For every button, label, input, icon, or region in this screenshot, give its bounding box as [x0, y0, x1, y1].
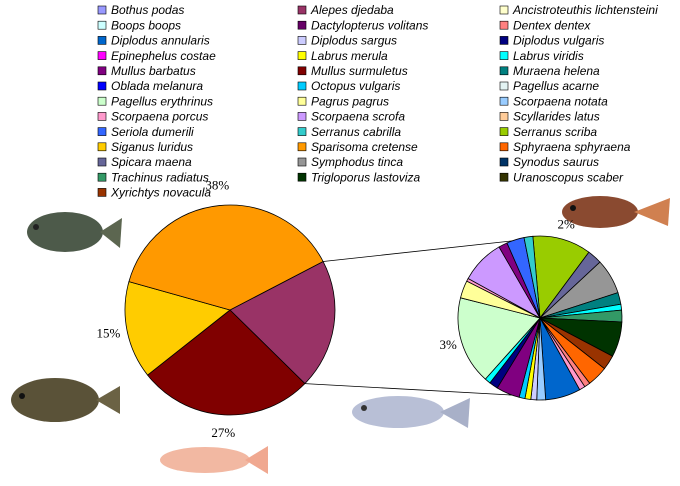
legend-label: Scyllarides latus [513, 110, 600, 124]
legend-swatch [297, 81, 307, 91]
legend-swatch [97, 96, 107, 106]
legend-swatch [297, 127, 307, 136]
fish-red-mullet [160, 446, 268, 474]
legend-swatch [297, 36, 307, 45]
legend-label: Scorpaena notata [513, 94, 608, 108]
fish-rabbitfish [11, 378, 120, 422]
legend-swatch [499, 36, 509, 45]
legend-label: Boops boops [111, 18, 181, 32]
legend-label: Bothus podas [111, 3, 184, 17]
legend-label: Epinephelus costae [111, 49, 216, 63]
legend-swatch [499, 5, 509, 15]
legend-label: Diplodus annularis [111, 34, 210, 48]
legend-swatch [97, 112, 107, 121]
legend-swatch [97, 188, 107, 197]
legend-swatch [297, 172, 307, 182]
legend-swatch [499, 157, 509, 167]
legend-swatch [97, 20, 107, 30]
legend-label: Serranus scriba [513, 125, 597, 139]
pie-slice [457, 297, 541, 380]
legend-label: Octopus vulgaris [311, 79, 400, 93]
legend-label: Mullus surmuletus [311, 64, 408, 78]
legend-swatch [97, 51, 107, 60]
legend-swatch [499, 20, 509, 30]
legend-label: Spicara maena [111, 155, 192, 169]
pie-slice [128, 204, 324, 311]
slice-label: 38% [205, 178, 229, 193]
pie-slice [147, 309, 306, 416]
legend-swatch [97, 5, 107, 15]
fish-illustrations [11, 196, 670, 474]
legend-swatch [297, 66, 307, 76]
legend-swatch [297, 142, 307, 152]
legend-label: Oblada melanura [111, 79, 203, 93]
connector-line [323, 240, 512, 262]
legend-label: Serranus cabrilla [311, 125, 401, 139]
legend-label: Pagellus acarne [513, 79, 599, 93]
legend-label: Symphodus tinca [311, 155, 403, 169]
legend-swatch [97, 127, 107, 136]
legend-label: Ancistroteuthis lichtensteini [512, 3, 658, 17]
legend-swatch [297, 112, 307, 121]
connector-line [304, 383, 512, 396]
legend-label: Dentex dentex [513, 18, 591, 32]
legend-label: Trachinus radiatus [111, 170, 209, 184]
legend-label: Mullus barbatus [111, 64, 196, 78]
legend-label: Synodus saurus [513, 155, 599, 169]
legend-label: Alepes djedaba [310, 3, 394, 17]
legend-label: Pagellus erythrinus [111, 94, 213, 108]
legend-label: Labrus merula [311, 49, 388, 63]
legend-swatch [499, 66, 509, 76]
pie-slice [124, 281, 231, 376]
legend-label: Scorpaena porcus [111, 110, 208, 124]
legend-swatch [97, 142, 107, 152]
legend-swatch [297, 157, 307, 167]
legend-label: Diplodus vulgaris [513, 34, 604, 48]
legend-swatch [297, 51, 307, 60]
legend-label: Seriola dumerili [111, 125, 194, 139]
slice-label: 2% [557, 217, 575, 232]
legend-label: Scorpaena scrofa [311, 110, 405, 124]
legend-label: Labrus viridis [513, 49, 584, 63]
legend-swatch [97, 172, 107, 182]
legend-label: Trigloporus lastoviza [311, 170, 420, 184]
legend-swatch [297, 5, 307, 15]
pie-slice [229, 260, 336, 385]
legend-swatch [499, 96, 509, 106]
slice-label: 27% [211, 425, 235, 440]
legend-swatch [499, 127, 509, 136]
legend-swatch [97, 157, 107, 167]
legend-label: Muraena helena [513, 64, 600, 78]
legend-label: Sphyraena sphyraena [513, 140, 631, 154]
legend-swatch [297, 96, 307, 106]
legend-label: Uranoscopus scaber [513, 170, 624, 184]
legend-swatch [499, 172, 509, 182]
legend-label: Pagrus pagrus [311, 94, 389, 108]
legend-swatch [97, 36, 107, 45]
legend-swatch [297, 20, 307, 30]
slice-label: 15% [96, 325, 120, 340]
fish-grouper [562, 196, 670, 228]
legend-swatch [499, 51, 509, 60]
legend-label: Sparisoma cretense [311, 140, 418, 154]
slice-label: 3% [440, 337, 458, 352]
legend-label: Xyrichtys novacula [110, 186, 211, 200]
fish-bream [352, 396, 470, 428]
legend-swatch [97, 81, 107, 91]
fish-parrotfish [27, 212, 122, 252]
legend-swatch [499, 112, 509, 121]
pie-slice [523, 235, 541, 319]
legend-swatch [499, 142, 509, 152]
legend-label: Diplodus sargus [311, 34, 397, 48]
legend-swatch [97, 66, 107, 76]
legend-label: Siganus luridus [111, 140, 193, 154]
legend-swatch [499, 81, 509, 91]
legend-label: Dactylopterus volitans [311, 18, 428, 32]
